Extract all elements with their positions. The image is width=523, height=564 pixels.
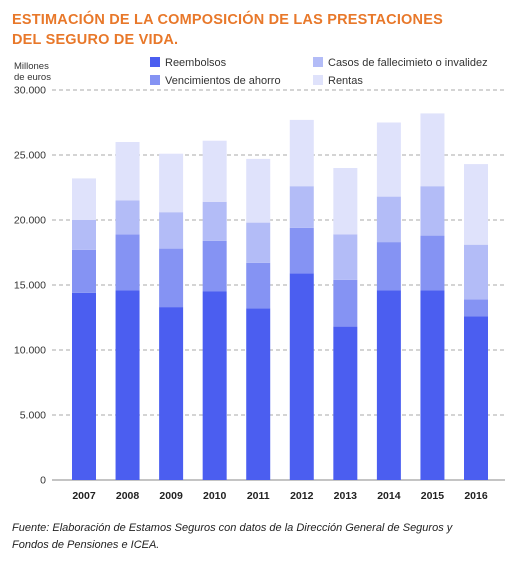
- legend-swatch: [313, 57, 323, 67]
- bar-segment-2: [289, 227, 314, 274]
- bar-segment-3: [72, 220, 96, 250]
- bar-segment-1: [376, 290, 401, 480]
- bar-segment-1: [333, 326, 358, 480]
- bar-segment-4: [376, 122, 401, 197]
- x-tick-label: 2015: [421, 490, 445, 502]
- y-tick-label: 30.000: [14, 85, 46, 97]
- x-tick-label: 2012: [290, 490, 314, 502]
- bar-segment-4: [464, 164, 488, 245]
- bar-segment-2: [159, 248, 184, 308]
- chart-title-line-1: ESTIMACIÓN DE LA COMPOSICIÓN DE LAS PRES…: [12, 12, 443, 28]
- x-tick-label: 2014: [377, 490, 401, 502]
- bar-segment-4: [202, 140, 227, 202]
- bar-segment-4: [246, 158, 271, 223]
- x-tick-label: 2008: [116, 490, 140, 502]
- x-tick-label: 2007: [72, 490, 96, 502]
- y-tick-label: 25.000: [14, 150, 46, 162]
- bar-segment-2: [202, 240, 227, 292]
- bar-segment-2: [420, 235, 445, 291]
- bar-segment-1: [246, 308, 271, 480]
- x-tick-label: 2009: [159, 490, 183, 502]
- legend-label: Rentas: [328, 75, 363, 87]
- legend-swatch: [150, 57, 160, 67]
- bars-layer: [72, 113, 488, 480]
- source-line-1: Fuente: Elaboración de Estamos Seguros c…: [12, 522, 453, 534]
- bar-segment-1: [202, 291, 227, 480]
- bar-segment-1: [72, 292, 96, 480]
- bar-segment-1: [420, 290, 445, 480]
- y-tick-label: 15.000: [14, 280, 46, 292]
- bar-segment-3: [159, 212, 184, 249]
- bar-segment-4: [420, 113, 445, 187]
- bar-segment-1: [159, 307, 184, 480]
- x-tick-label: 2013: [334, 490, 358, 502]
- legend-swatch: [150, 75, 160, 85]
- bar-segment-2: [246, 262, 271, 309]
- bar-segment-2: [376, 242, 401, 291]
- chart-title: ESTIMACIÓN DE LA COMPOSICIÓN DE LAS PRES…: [12, 10, 512, 50]
- bar-segment-4: [159, 153, 184, 213]
- bar-segment-3: [289, 186, 314, 228]
- x-tick-label: 2010: [203, 490, 227, 502]
- legend-label: Reembolsos: [165, 57, 227, 69]
- x-tick-label: 2016: [464, 490, 488, 502]
- bar-segment-2: [464, 299, 488, 317]
- bar-segment-2: [333, 279, 358, 327]
- y-tick-label: 20.000: [14, 215, 46, 227]
- x-tick-label: 2011: [247, 490, 270, 502]
- bar-segment-3: [115, 200, 140, 235]
- bar-segment-3: [420, 186, 445, 236]
- bar-segment-4: [289, 119, 314, 187]
- bar-segment-3: [202, 201, 227, 241]
- bar-segment-2: [72, 249, 96, 293]
- bar-segment-1: [289, 273, 314, 480]
- bar-segment-3: [464, 244, 488, 300]
- y-axis-unit-label: de euros: [14, 72, 51, 83]
- source-line-2: Fondos de Pensiones e ICEA.: [12, 539, 160, 551]
- bar-segment-4: [72, 178, 96, 220]
- y-tick-label: 0: [40, 475, 46, 487]
- bar-segment-3: [333, 234, 358, 280]
- y-axis-unit-label: Millones: [14, 61, 49, 72]
- bar-segment-3: [376, 196, 401, 243]
- legend-swatch: [313, 75, 323, 85]
- bar-segment-4: [115, 142, 140, 201]
- y-tick-label: 5.000: [20, 410, 46, 422]
- legend-label: Vencimientos de ahorro: [165, 75, 281, 87]
- bar-segment-3: [246, 222, 271, 263]
- y-tick-label: 10.000: [14, 345, 46, 357]
- legend: Reembolsos Vencimientos de ahorro Casos de…: [150, 57, 488, 87]
- bar-segment-1: [464, 316, 488, 480]
- chart-title-line-2: DEL SEGURO DE VIDA.: [12, 32, 179, 48]
- legend-label: Casos de fallecimieto o invalidez: [328, 57, 488, 69]
- source-note: Fuente: Elaboración de Estamos Seguros c…: [12, 520, 512, 554]
- bar-segment-1: [115, 290, 140, 480]
- bar-segment-4: [333, 168, 358, 235]
- bar-segment-2: [115, 234, 140, 291]
